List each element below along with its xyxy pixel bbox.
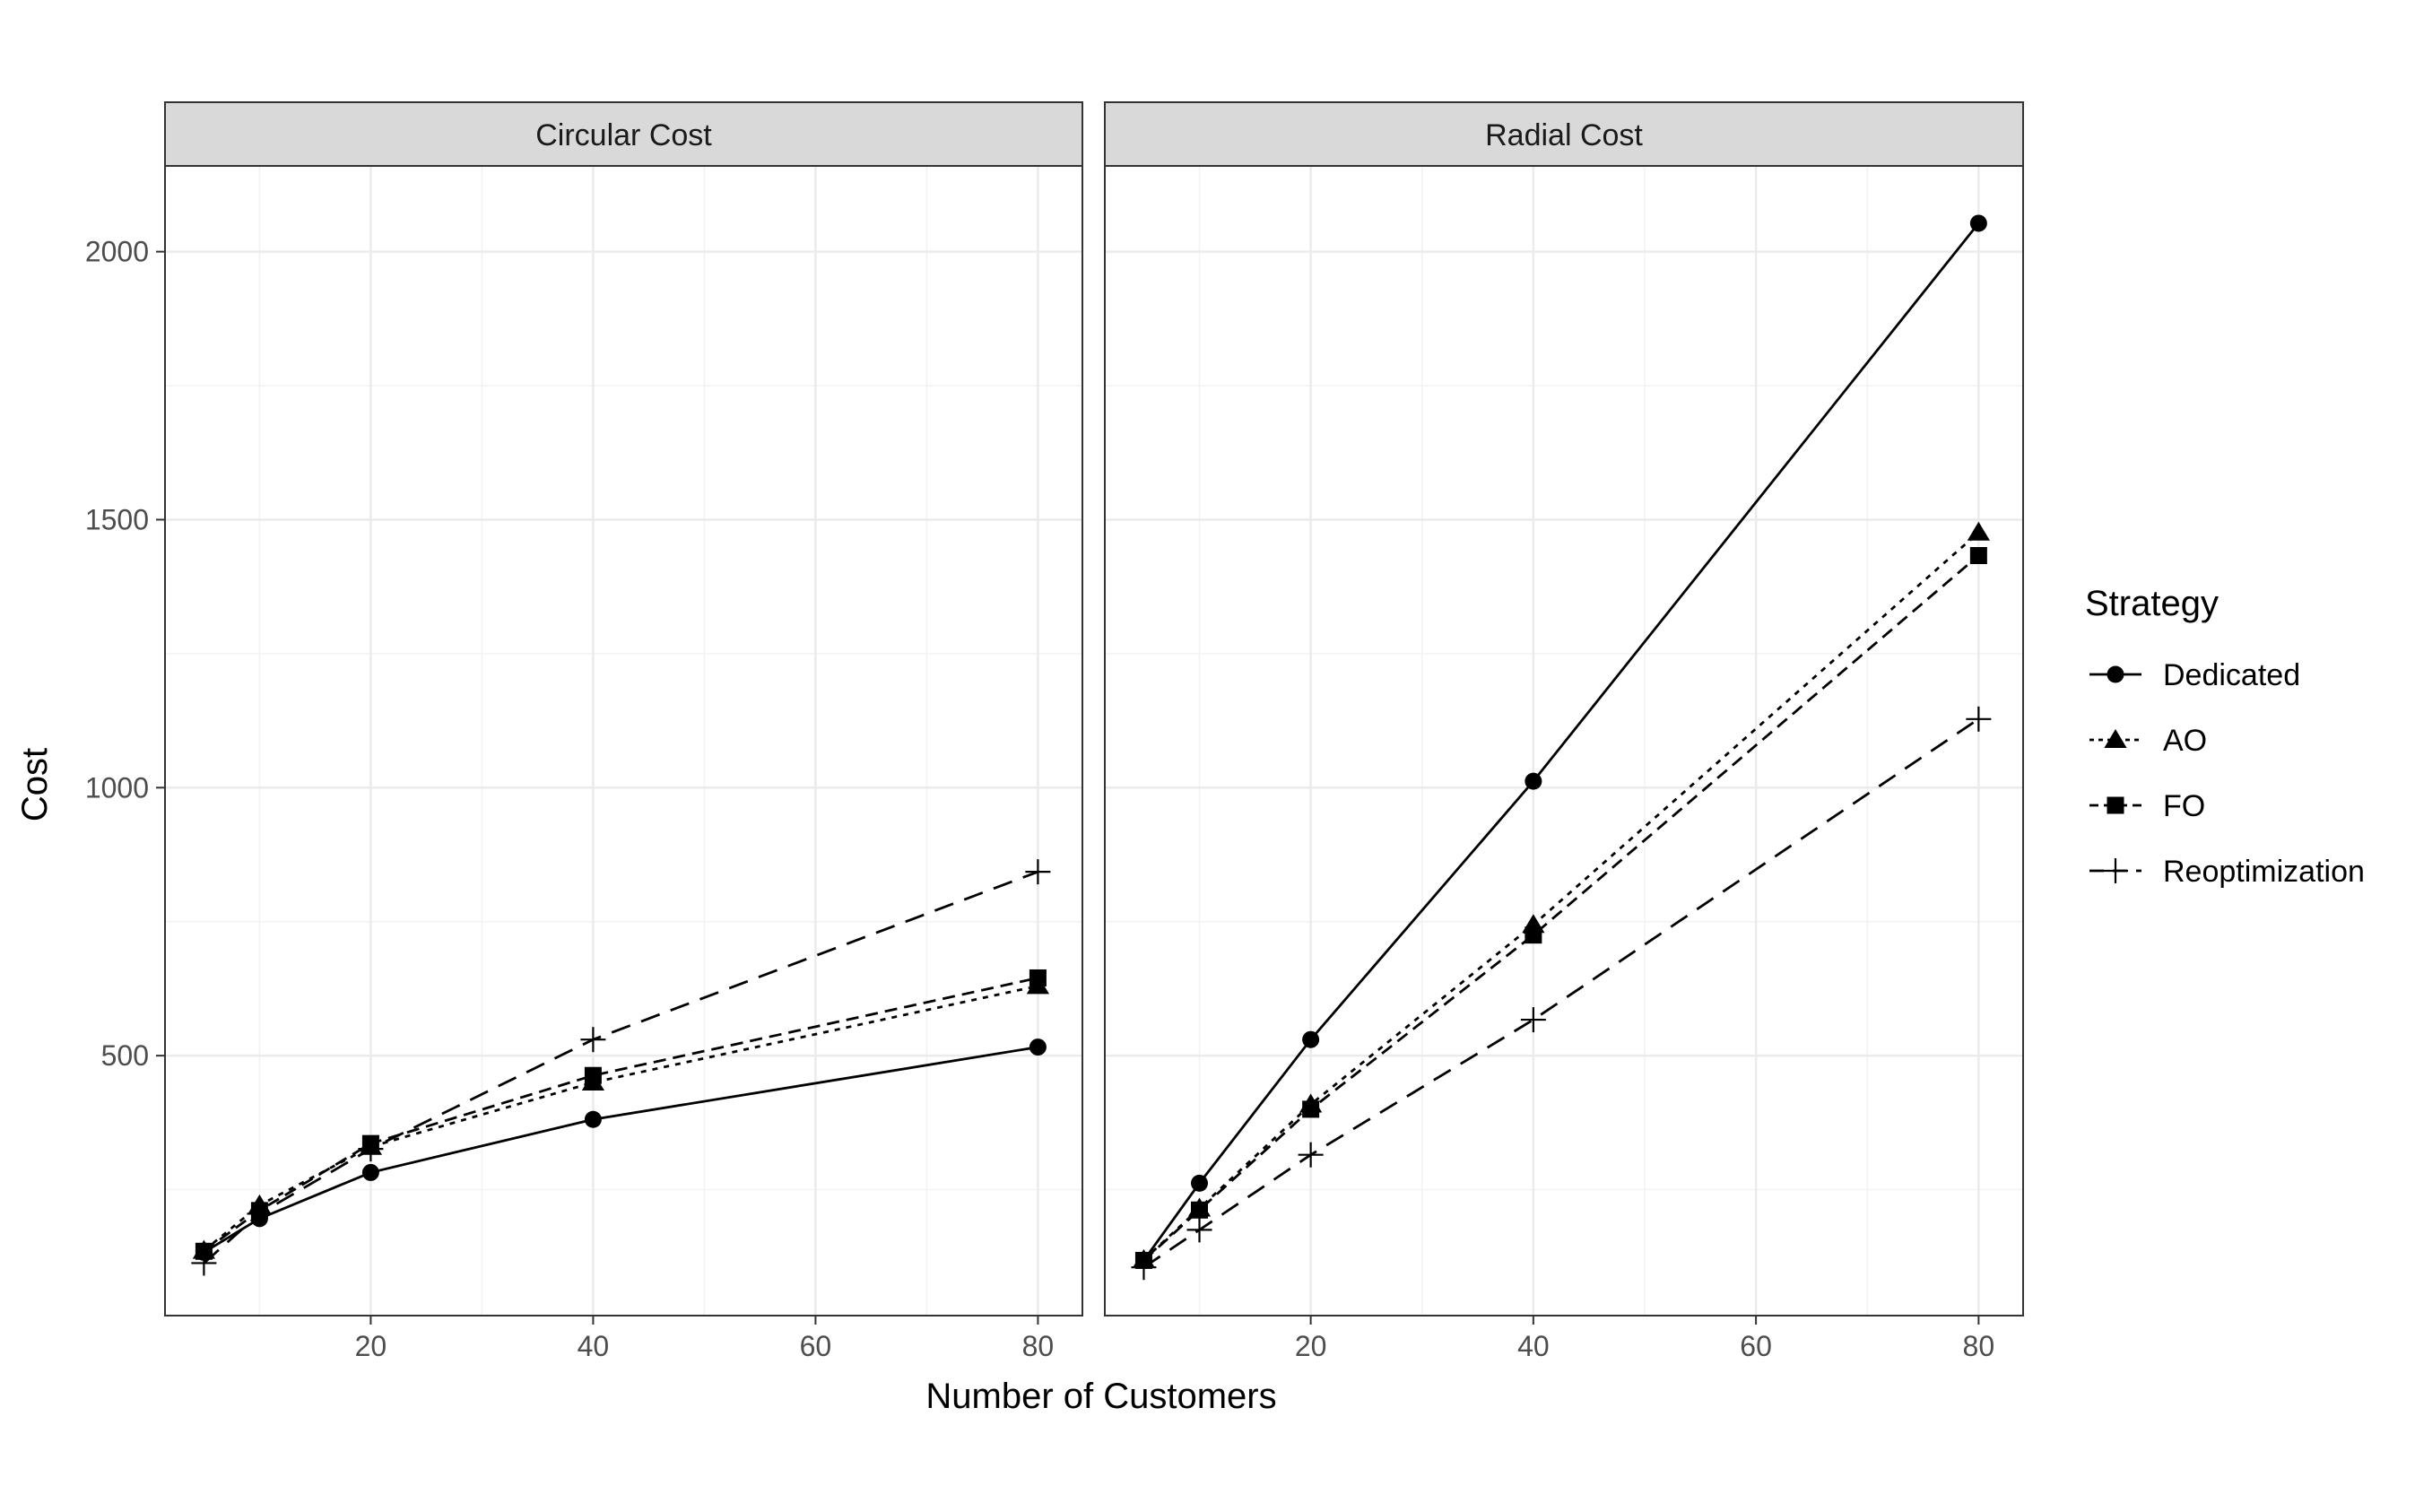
data-point-dedicated [1191, 1174, 1209, 1192]
series-group [1131, 214, 1992, 1281]
x-axis-title: Number of Customers [925, 1377, 1276, 1416]
legend-key-marker [2104, 729, 2127, 748]
series-line-ao [203, 985, 1038, 1252]
legend: Strategy Dedicated AO FO Reoptimization [2085, 584, 2365, 889]
legend-entry-dedicated: Dedicated [2089, 658, 2300, 692]
x-tick-label: 20 [1295, 1330, 1327, 1362]
data-point-reoptimization [1025, 859, 1051, 885]
data-point-fo [1969, 547, 1987, 565]
data-point-fo [1525, 926, 1542, 944]
facet-panel-1: Circular Cost 20 40 60 80 500 1000 1500 2000 [85, 101, 1083, 1362]
legend-title: Strategy [2085, 584, 2219, 623]
y-tick-label: 2000 [85, 236, 149, 268]
data-point-ao [1967, 521, 1990, 541]
data-point-dedicated [361, 1163, 379, 1181]
series-markers-reoptimization [1131, 706, 1992, 1281]
x-tick-label: 40 [578, 1330, 610, 1362]
data-point-reoptimization [191, 1250, 217, 1276]
data-point-fo [1191, 1201, 1209, 1219]
x-tick-label: 40 [1517, 1330, 1550, 1362]
data-point-reoptimization [1298, 1142, 1324, 1168]
y-axis-ticks: 500 1000 1500 2000 [85, 236, 165, 1072]
panel-border [164, 165, 1083, 1316]
x-tick-label: 60 [1740, 1330, 1772, 1362]
legend-entry-label: Reoptimization [2163, 855, 2365, 889]
x-axis-ticks: 20 40 60 80 [355, 1316, 1055, 1362]
x-tick-label: 80 [1963, 1330, 1995, 1362]
legend-entry-fo: FO [2089, 789, 2205, 823]
x-tick-label: 80 [1022, 1330, 1055, 1362]
legend-entry-reoptimization: Reoptimization [2089, 855, 2365, 889]
y-axis-title: Cost [15, 748, 55, 821]
data-point-reoptimization [1966, 706, 1992, 732]
panel-border [1104, 165, 2024, 1316]
series-markers-fo [1134, 547, 1987, 1269]
series-group [191, 859, 1051, 1276]
gridlines [1105, 166, 2023, 1316]
legend-entry-ao: AO [2089, 724, 2207, 758]
legend-key-marker [2107, 665, 2124, 683]
legend-key-marker [2103, 858, 2128, 883]
x-tick-label: 20 [355, 1330, 387, 1362]
data-point-reoptimization [580, 1027, 606, 1053]
series-markers-reoptimization [191, 859, 1051, 1276]
data-point-reoptimization [1131, 1255, 1157, 1281]
data-point-reoptimization [1186, 1217, 1212, 1243]
data-point-reoptimization [358, 1136, 384, 1162]
data-point-dedicated [584, 1110, 602, 1128]
x-axis-ticks: 20 40 60 80 [1295, 1316, 1994, 1362]
y-tick-label: 1500 [85, 503, 149, 535]
legend-entries: Dedicated AO FO Reoptimization [2089, 658, 2365, 889]
facet-strip [1104, 101, 2024, 167]
y-tick-label: 1000 [85, 771, 149, 804]
data-point-dedicated [1302, 1030, 1320, 1048]
facet-strip-label: Radial Cost [1485, 118, 1643, 152]
legend-entry-label: FO [2163, 789, 2205, 823]
plot-background [165, 166, 1082, 1316]
legend-entry-label: Dedicated [2163, 658, 2300, 692]
data-point-fo [1029, 969, 1047, 986]
legend-key-marker [2107, 796, 2124, 814]
legend-entry-label: AO [2163, 724, 2207, 758]
facet-strip [164, 101, 1083, 167]
data-point-reoptimization [1520, 1007, 1546, 1033]
chart-panels: Circular Cost 20 40 60 80 500 1000 1500 2000 Radi… [85, 101, 2024, 1362]
facet-panel-2: Radial Cost 20 40 60 80 [1104, 101, 2024, 1362]
facet-strip-label: Circular Cost [535, 118, 712, 152]
data-point-fo [1302, 1100, 1320, 1118]
data-point-fo [584, 1066, 602, 1084]
y-tick-label: 500 [101, 1039, 149, 1072]
data-point-dedicated [1969, 214, 1987, 232]
data-point-dedicated [1029, 1038, 1047, 1056]
gridlines [165, 166, 1082, 1316]
data-point-reoptimization [247, 1201, 273, 1227]
data-point-dedicated [1525, 772, 1542, 790]
x-tick-label: 60 [800, 1330, 832, 1362]
